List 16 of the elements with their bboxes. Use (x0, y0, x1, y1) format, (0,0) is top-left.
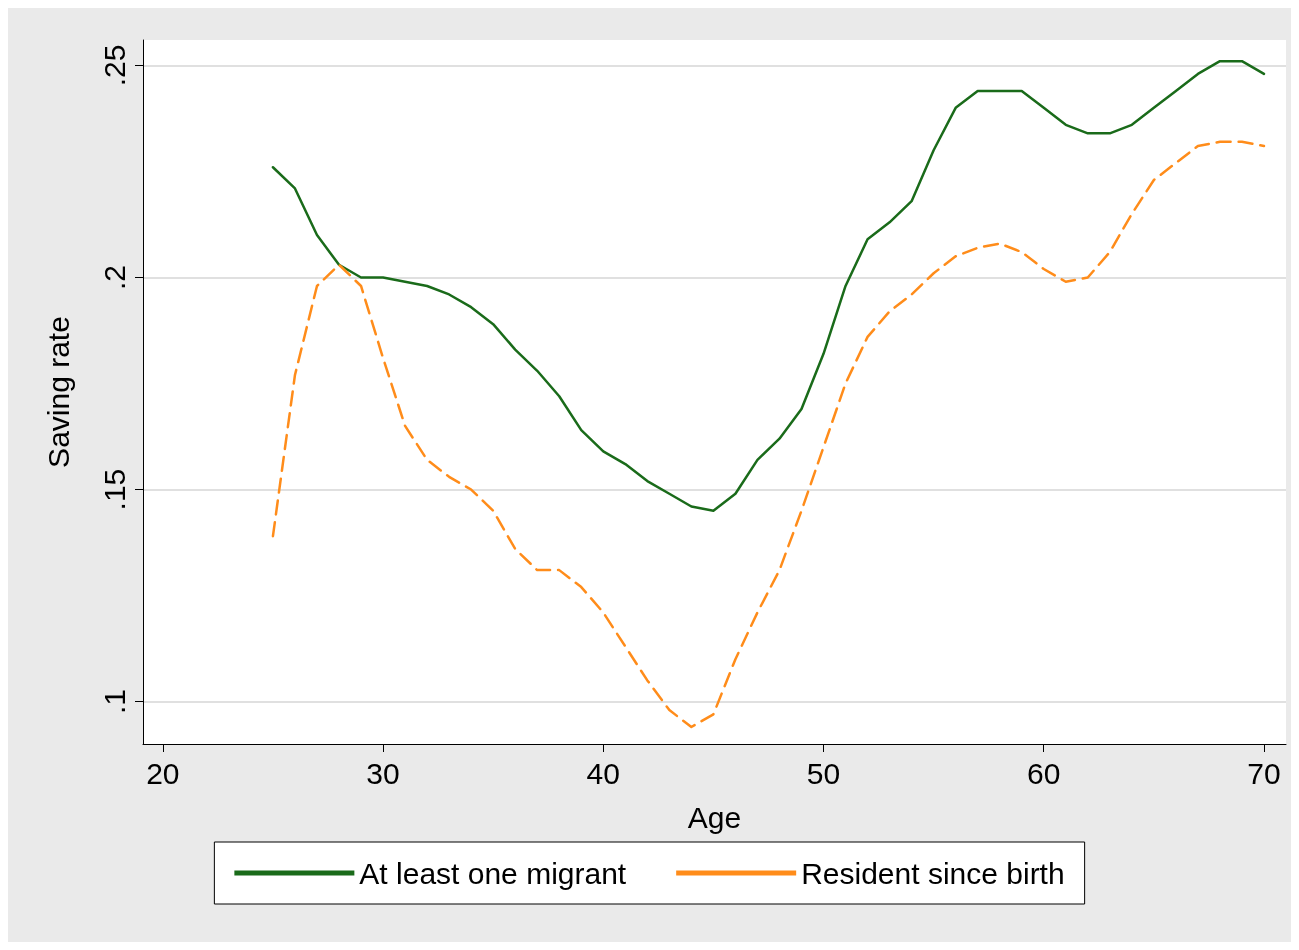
y-tick-label: .1 (97, 689, 131, 715)
y-axis-title: Saving rate (41, 316, 75, 468)
x-tick-label: 30 (366, 756, 400, 790)
y-tick-label: .15 (97, 468, 131, 511)
x-tick-label: 20 (146, 756, 180, 790)
y-tick-label: .2 (97, 264, 131, 291)
x-tick-label: 70 (1247, 756, 1281, 790)
x-tick-label: 50 (806, 756, 841, 790)
line-series (271, 140, 1266, 729)
line-series (271, 59, 1266, 512)
x-tick-label: 60 (1027, 756, 1061, 790)
legend-label: Resident since birth (801, 856, 1065, 890)
y-tick-label: .25 (97, 44, 131, 87)
legend-label: At least one migrant (359, 856, 627, 890)
x-axis-title: Age (687, 800, 742, 834)
x-tick-label: 40 (586, 756, 620, 790)
